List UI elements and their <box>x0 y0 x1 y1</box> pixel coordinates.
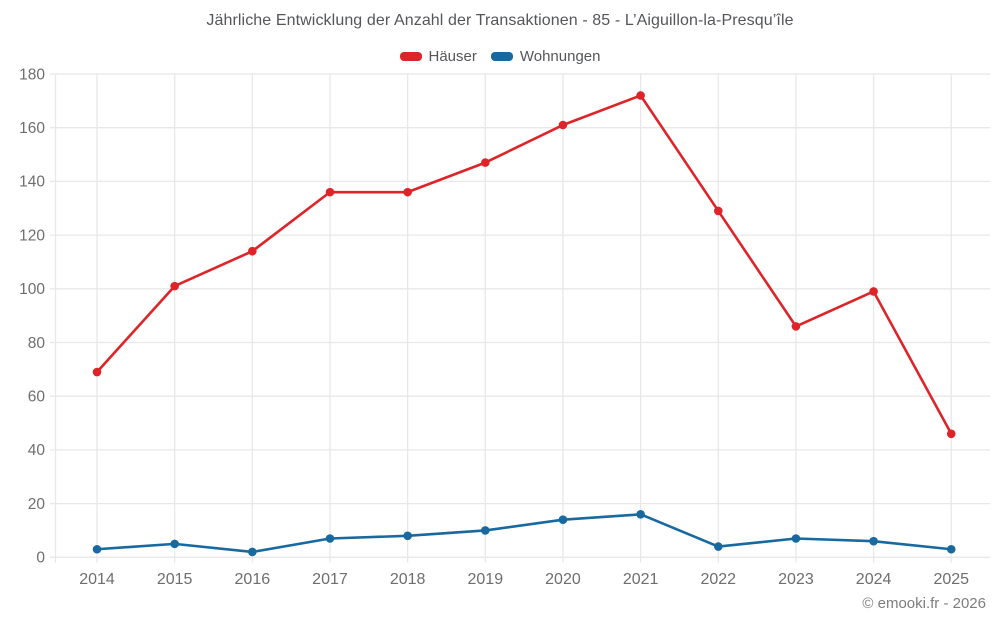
y-axis-tick-label: 180 <box>19 66 45 83</box>
x-axis-tick-label: 2019 <box>468 571 504 588</box>
y-axis-tick-label: 60 <box>28 388 46 405</box>
data-point-häuser-2023[interactable] <box>791 322 801 331</box>
data-point-häuser-2014[interactable] <box>92 367 102 377</box>
data-point-häuser-2020[interactable] <box>558 120 568 130</box>
y-axis-tick-label: 140 <box>19 174 45 191</box>
x-axis-tick-label: 2014 <box>79 571 115 588</box>
wohnungen-series-swatch-icon <box>490 52 513 61</box>
data-point-häuser-2018[interactable] <box>403 187 412 197</box>
data-point-wohnungen-2025[interactable] <box>946 544 956 554</box>
hauser-series-swatch-icon <box>399 52 422 61</box>
copyright-credit: © emooki.fr - 2026 <box>862 595 986 612</box>
chart-title: Jährliche Entwicklung der Anzahl der Tra… <box>206 12 794 29</box>
legend-label-wohnungen: Wohnungen <box>519 48 601 65</box>
x-axis-tick-label: 2022 <box>700 571 736 588</box>
data-point-wohnungen-2020[interactable] <box>558 515 568 525</box>
series-line-wohnungen <box>95 513 953 554</box>
legend-label-hauser: Häuser <box>428 48 477 65</box>
data-point-wohnungen-2021[interactable] <box>636 510 645 519</box>
data-point-häuser-2024[interactable] <box>869 287 878 296</box>
data-point-wohnungen-2018[interactable] <box>403 531 412 541</box>
data-point-wohnungen-2019[interactable] <box>481 526 490 535</box>
data-point-häuser-2022[interactable] <box>713 206 723 216</box>
x-axis-tick-label: 2020 <box>545 571 581 588</box>
data-point-häuser-2019[interactable] <box>481 158 490 167</box>
series-line-häuser <box>95 94 953 436</box>
x-axis-tick-label: 2018 <box>390 571 426 588</box>
x-axis-tick-label: 2017 <box>312 571 348 588</box>
data-point-häuser-2015[interactable] <box>170 281 179 291</box>
legend-item-hauser[interactable]: Häuser <box>399 48 477 65</box>
y-axis-tick-label: 0 <box>36 550 45 567</box>
x-axis-tick-label: 2021 <box>623 571 659 588</box>
y-axis-tick-label: 160 <box>19 120 45 137</box>
data-point-wohnungen-2016[interactable] <box>248 547 257 557</box>
data-point-wohnungen-2024[interactable] <box>869 536 878 546</box>
data-point-wohnungen-2022[interactable] <box>713 542 723 551</box>
data-point-häuser-2017[interactable] <box>325 187 335 197</box>
y-axis-tick-label: 20 <box>28 496 46 513</box>
y-axis-tick-label: 40 <box>28 442 46 459</box>
legend-item-wohnungen[interactable]: Wohnungen <box>490 48 601 65</box>
x-axis-tick-label: 2024 <box>856 571 892 588</box>
data-point-häuser-2016[interactable] <box>248 246 257 256</box>
data-point-wohnungen-2015[interactable] <box>170 539 179 549</box>
data-point-häuser-2025[interactable] <box>946 429 956 439</box>
y-axis-tick-label: 120 <box>19 227 45 244</box>
y-axis-tick-label: 100 <box>19 281 45 298</box>
x-axis-tick-label: 2015 <box>157 571 193 588</box>
y-axis-tick-label: 80 <box>28 335 46 352</box>
data-point-wohnungen-2014[interactable] <box>92 544 102 554</box>
chart-legend: Häuser Wohnungen <box>0 48 1000 65</box>
data-point-häuser-2021[interactable] <box>636 91 645 100</box>
data-point-wohnungen-2017[interactable] <box>325 534 335 543</box>
x-axis-tick-label: 2023 <box>778 571 814 588</box>
x-axis-tick-label: 2025 <box>933 571 969 588</box>
x-axis-tick-label: 2016 <box>235 571 271 588</box>
data-point-wohnungen-2023[interactable] <box>791 534 801 543</box>
